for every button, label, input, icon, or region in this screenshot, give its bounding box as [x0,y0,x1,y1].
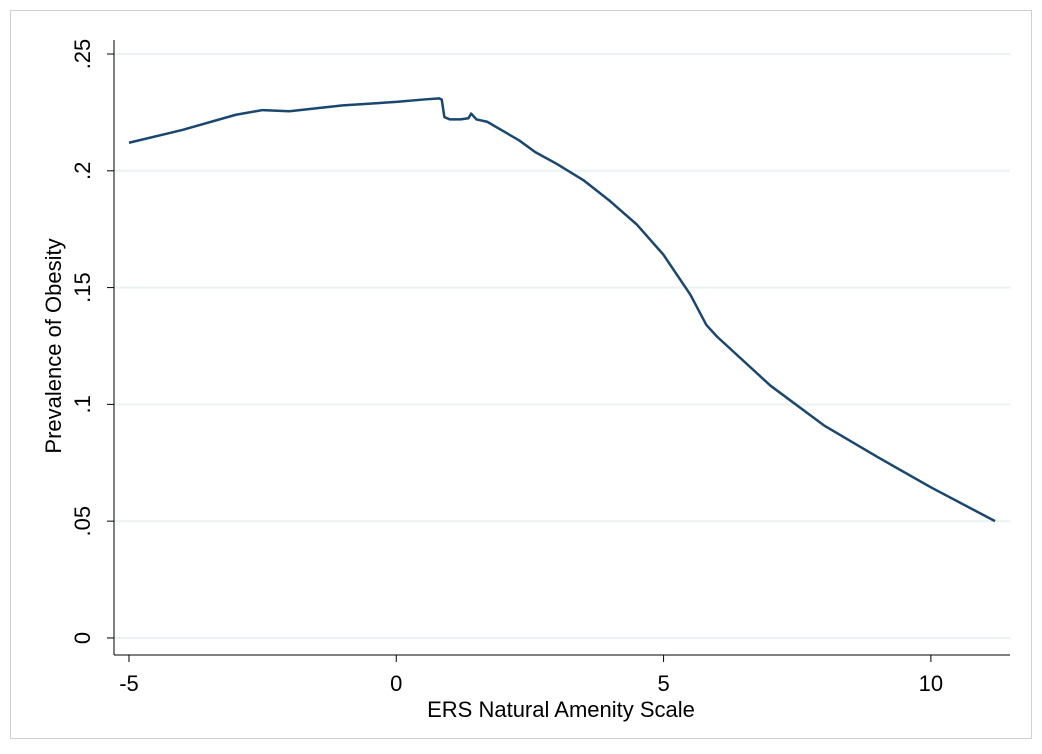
y-tick-label: .15 [70,272,95,303]
y-tick-label: .25 [70,39,95,70]
line-series [128,97,996,523]
y-axis-label: Prevalence of Obesity [41,238,66,453]
x-tick-label: 10 [919,671,943,696]
frame [10,10,1032,739]
y-tick-label: .05 [70,506,95,537]
x-axis-label: ERS Natural Amenity Scale [427,697,695,722]
y-tick-label: 0 [70,632,95,644]
y-tick-label: .1 [70,395,95,413]
x-tick-label: -5 [119,671,139,696]
y-tick-label: .2 [70,162,95,180]
x-tick-label: 5 [657,671,669,696]
x-tick-label: 0 [390,671,402,696]
